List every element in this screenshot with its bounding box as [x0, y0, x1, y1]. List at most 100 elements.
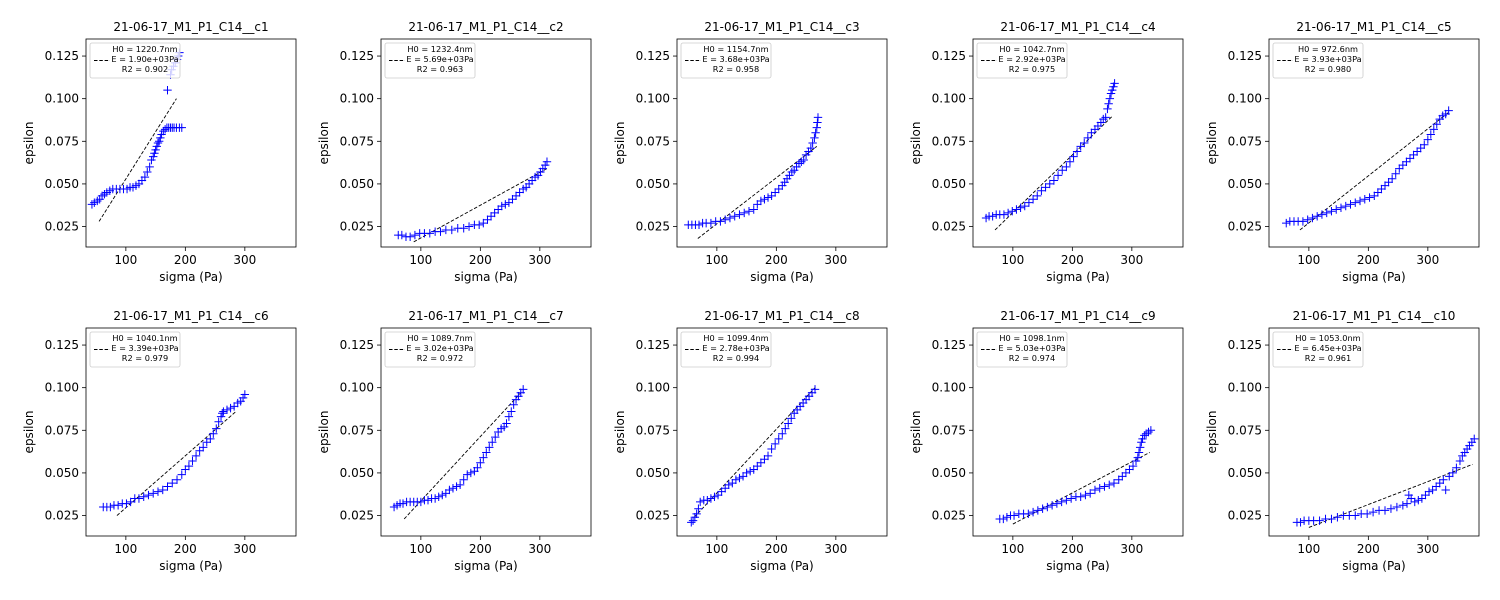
data-point [1332, 205, 1341, 214]
y-tick-label: 0.050 [636, 466, 670, 480]
data-point [485, 443, 494, 452]
data-point [542, 157, 552, 166]
data-point [540, 160, 550, 170]
data-point [209, 429, 218, 438]
legend-entry: H0 = 1232.4nm [407, 44, 472, 54]
data-point [1146, 426, 1156, 435]
data-point [1121, 468, 1131, 478]
data-point [497, 201, 506, 211]
legend-entry: R2 = 0.975 [1009, 64, 1055, 74]
data-point [1128, 461, 1138, 471]
data-point [1003, 208, 1013, 218]
data-point [690, 513, 700, 522]
data-point [1412, 147, 1422, 156]
data-point [430, 494, 440, 503]
y-tick-label: 0.100 [932, 381, 966, 395]
x-axis-label: sigma (Pa) [750, 270, 813, 284]
data-point [1365, 193, 1374, 202]
data-point [1106, 89, 1116, 98]
data-point [219, 407, 228, 416]
data-point [1386, 504, 1396, 513]
data-series [981, 79, 1119, 223]
legend-entry: E = 2.78e+03Pa [702, 343, 769, 353]
legend-entry: R2 = 0.961 [1305, 353, 1351, 363]
x-tick-label: 200 [469, 253, 492, 267]
subplot-title: 21-06-17_M1_P1_C14__c8 [704, 309, 859, 323]
data-point [781, 424, 790, 433]
x-tick-label: 100 [705, 253, 728, 267]
x-axis-label: sigma (Pa) [159, 270, 222, 284]
data-point [1131, 456, 1141, 466]
data-point [483, 215, 492, 224]
legend-box [1272, 42, 1364, 79]
data-point [1351, 198, 1360, 207]
data-point [511, 191, 521, 201]
data-point [476, 458, 485, 467]
data-point [720, 484, 730, 493]
data-point [1355, 196, 1365, 206]
x-tick-label: 100 [1297, 542, 1320, 556]
data-point [459, 475, 468, 484]
data-point [1444, 106, 1453, 115]
y-tick-label: 0.050 [340, 466, 374, 480]
data-point [1303, 215, 1312, 224]
data-point [438, 490, 447, 500]
legend-entry: H0 = 1220.7nm [112, 44, 177, 54]
subplot-title: 21-06-17_M1_P1_C14__c10 [1293, 309, 1456, 323]
legend-entry: H0 = 1042.7nm [999, 44, 1064, 54]
y-tick-label: 0.125 [636, 338, 670, 352]
y-tick-label: 0.075 [45, 423, 79, 437]
data-point [1114, 475, 1123, 484]
data-point [1448, 468, 1458, 478]
y-tick-label: 0.075 [340, 423, 374, 437]
y-axis-label: epsilon [1205, 122, 1219, 165]
data-point [813, 113, 823, 122]
y-axis-label: epsilon [613, 411, 627, 454]
data-point [455, 480, 465, 490]
data-point [1095, 484, 1104, 493]
x-tick-label: 200 [174, 542, 197, 556]
data-point [1047, 501, 1057, 510]
data-point [447, 225, 456, 235]
legend-entry: E = 3.39e+03Pa [111, 343, 178, 353]
x-tick-label: 200 [1061, 542, 1084, 556]
fit-line [697, 146, 818, 239]
legend-entry: E = 5.03e+03Pa [998, 343, 1065, 353]
data-point [191, 451, 201, 461]
data-point [799, 155, 808, 165]
y-tick-label: 0.100 [636, 92, 670, 106]
data-point [720, 215, 730, 224]
data-point [999, 210, 1009, 219]
data-point [763, 193, 773, 202]
y-tick-label: 0.125 [932, 338, 966, 352]
data-point [1298, 217, 1308, 226]
y-tick-label: 0.075 [1228, 134, 1262, 148]
data-point [1043, 502, 1052, 512]
x-tick-label: 300 [824, 253, 847, 267]
data-point [464, 222, 474, 231]
y-tick-label: 0.025 [340, 220, 374, 234]
data-point [760, 195, 769, 204]
data-point [159, 126, 168, 136]
data-point [466, 468, 476, 478]
x-axis-label: sigma (Pa) [1342, 270, 1405, 284]
data-point [810, 385, 820, 394]
y-tick-label: 0.100 [636, 381, 670, 395]
x-tick-label: 200 [1357, 542, 1380, 556]
y-tick-label: 0.075 [45, 134, 79, 148]
data-point [504, 198, 514, 207]
data-point [172, 475, 182, 484]
data-point [482, 448, 491, 457]
legend-entry: E = 3.68e+03Pa [702, 54, 769, 64]
subplot-1: 21-06-17_M1_P1_C14__c1 100 200 300 0.025 0.05… [22, 20, 297, 284]
fit-line [1012, 452, 1150, 525]
subplot-title: 21-06-17_M1_P1_C14__c5 [1296, 20, 1451, 34]
data-point [1398, 160, 1408, 170]
data-point [696, 497, 705, 507]
data-point [459, 224, 468, 233]
data-point [1135, 443, 1145, 452]
legend-entry: E = 5.69e+03Pa [406, 54, 473, 64]
y-tick-label: 0.025 [340, 509, 374, 523]
data-point [694, 504, 703, 513]
data-point [1086, 489, 1095, 498]
